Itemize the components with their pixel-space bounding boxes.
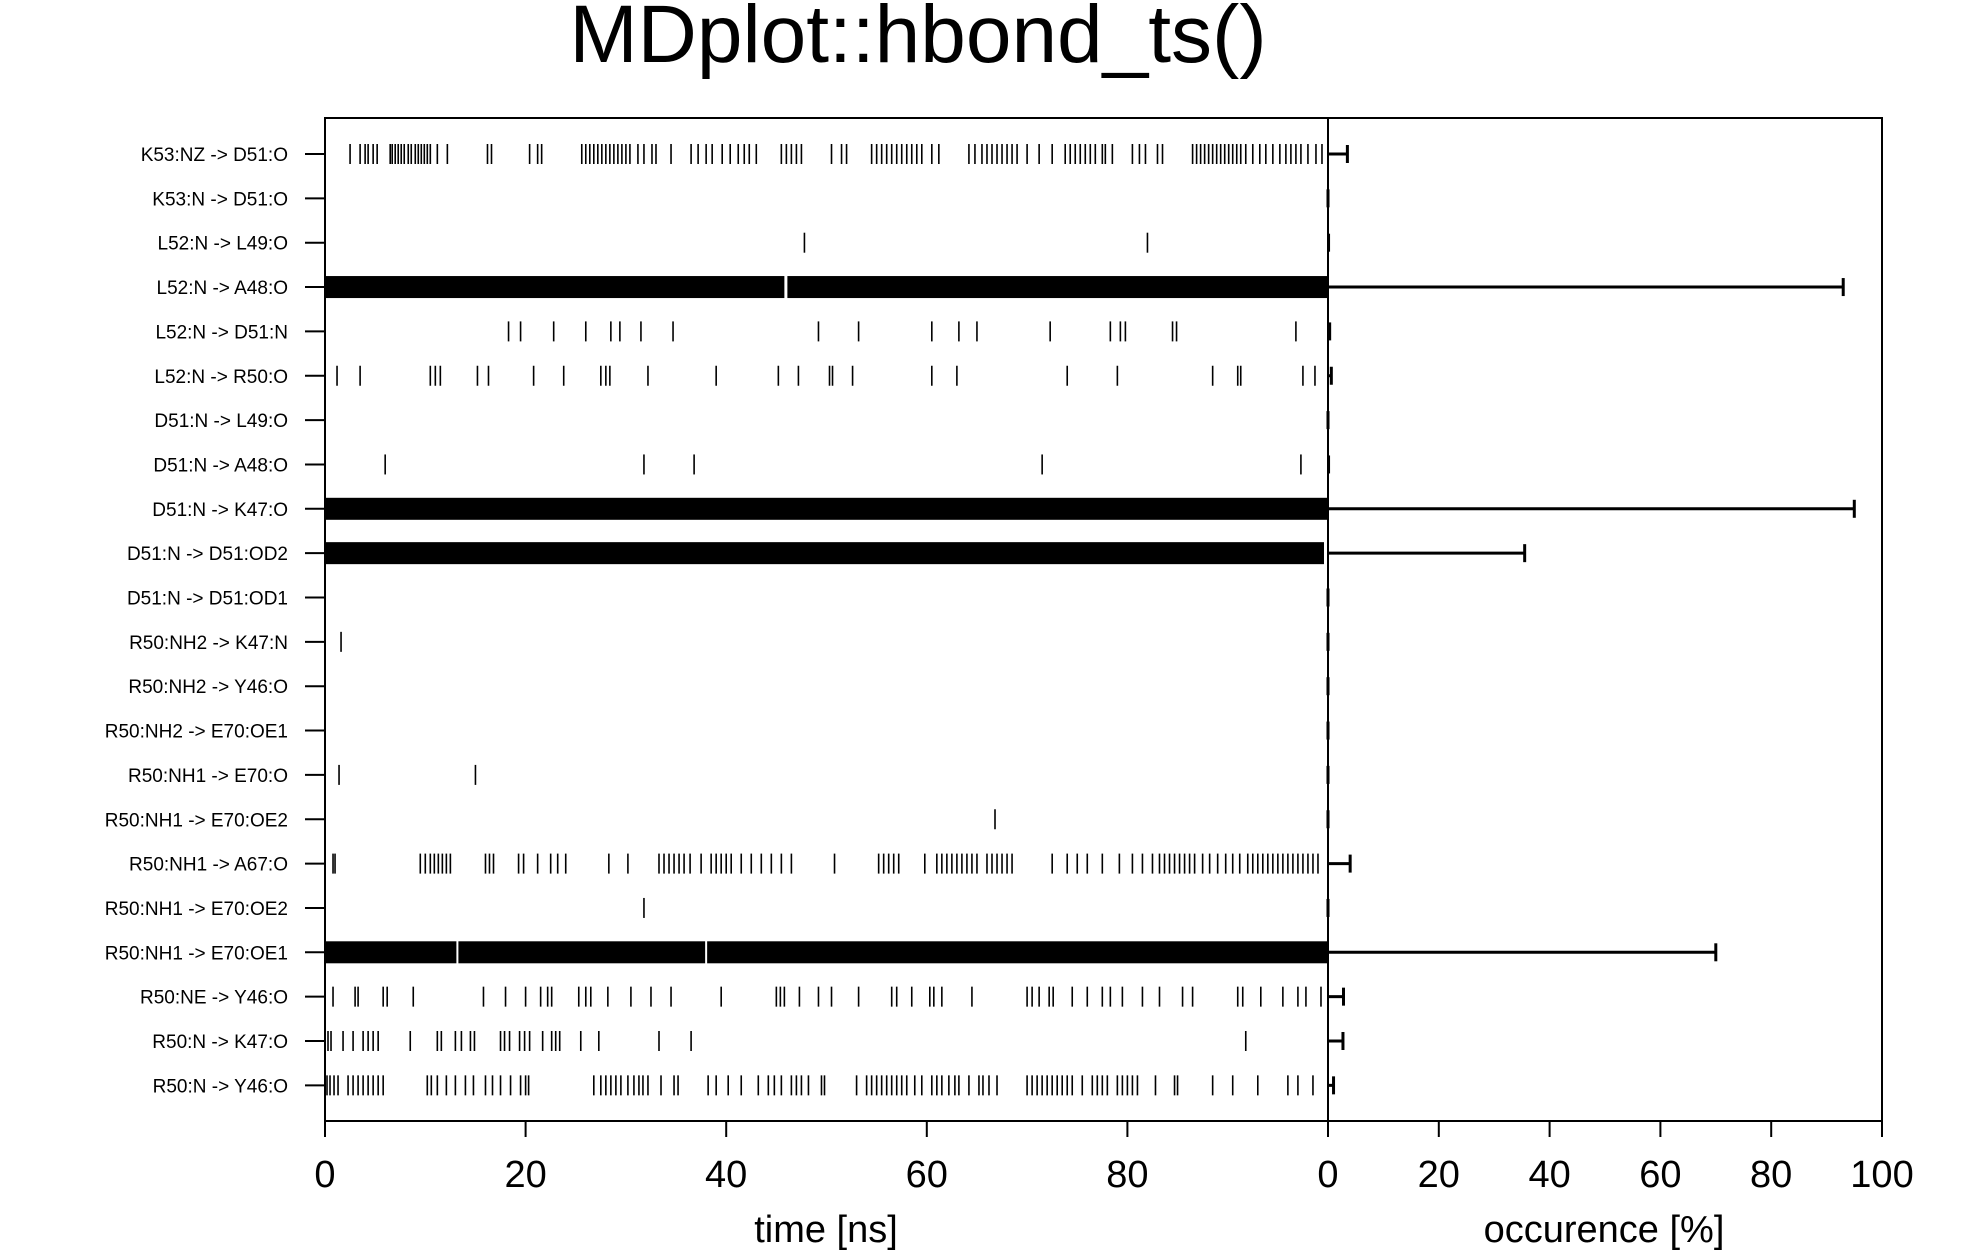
occurrence-axis: 20 40 60 80 100: [1327, 1121, 1914, 1196]
x-tick-label: 80: [1750, 1154, 1792, 1196]
hbond-label: R50:NH2 -> K47:N: [129, 633, 288, 654]
time-axis: 0 20 40 60 80 0: [314, 1121, 1339, 1196]
x-tick-label: 100: [1850, 1154, 1913, 1196]
hbond-label: D51:N -> D51:OD2: [127, 544, 288, 565]
hbond-segment: [458, 941, 706, 964]
hbond-label: L52:N -> R50:O: [154, 367, 288, 388]
hbond-label: D51:N -> K47:O: [152, 500, 288, 521]
hbond-label: D51:N -> D51:OD1: [127, 589, 288, 610]
hbond-label: R50:NH1 -> E70:O: [128, 766, 288, 787]
x-tick-label: 80: [1106, 1154, 1148, 1196]
hbond-segment: [325, 276, 785, 299]
hbond-label: D51:N -> L49:O: [154, 411, 288, 432]
x-tick-label: 40: [1528, 1154, 1570, 1196]
hbond-segment: [325, 941, 457, 964]
hbond-segment: [325, 497, 1328, 520]
occurrence-frame: [1327, 117, 1883, 1122]
x-tick-label: 40: [705, 1154, 747, 1196]
hbond-label: R50:N -> Y46:O: [153, 1076, 288, 1097]
hbond-label: R50:NH1 -> E70:OE2: [105, 810, 288, 831]
hbond-label: K53:NZ -> D51:O: [141, 145, 288, 166]
occurrence-panel: [1326, 145, 1856, 1095]
hbond-label: L52:N -> L49:O: [158, 234, 288, 255]
hbond-labels: K53:NZ -> D51:O K53:N -> D51:O L52:N -> L4…: [105, 145, 325, 1097]
hbond-label: L52:N -> A48:O: [157, 278, 289, 299]
hbond-label: R50:N -> K47:O: [152, 1032, 288, 1053]
hbond-label: R50:NE -> Y46:O: [140, 988, 288, 1009]
hbond-segment: [787, 276, 1328, 299]
x-tick-label: 0: [1317, 1154, 1338, 1196]
x-tick-label: 20: [1418, 1154, 1460, 1196]
hbond-label: R50:NH2 -> Y46:O: [128, 677, 288, 698]
hbond-segment: [707, 941, 1328, 964]
hbond-label: R50:NH2 -> E70:OE1: [105, 722, 288, 743]
hbond-label: D51:N -> A48:O: [153, 455, 288, 476]
chart-title: MDplot::hbond_ts(): [569, 0, 1266, 80]
hbond-label: R50:NH1 -> E70:OE1: [105, 943, 288, 964]
time-axis-label: time [ns]: [754, 1209, 898, 1251]
hbond-label: L52:N -> D51:N: [155, 322, 288, 343]
hbond-label: R50:NH1 -> E70:OE2: [105, 899, 288, 920]
hbond-label: R50:NH1 -> A67:O: [129, 855, 288, 876]
x-tick-label: 0: [314, 1154, 335, 1196]
timeseries-panel: [325, 144, 1328, 1096]
x-tick-label: 60: [1639, 1154, 1681, 1196]
hbond-segment: [325, 542, 1324, 565]
x-tick-label: 20: [504, 1154, 546, 1196]
occurrence-axis-label: occurence [%]: [1484, 1209, 1725, 1251]
hbond-label: K53:N -> D51:O: [152, 189, 288, 210]
x-tick-label: 60: [906, 1154, 948, 1196]
timeseries-frame: [324, 117, 1329, 1122]
